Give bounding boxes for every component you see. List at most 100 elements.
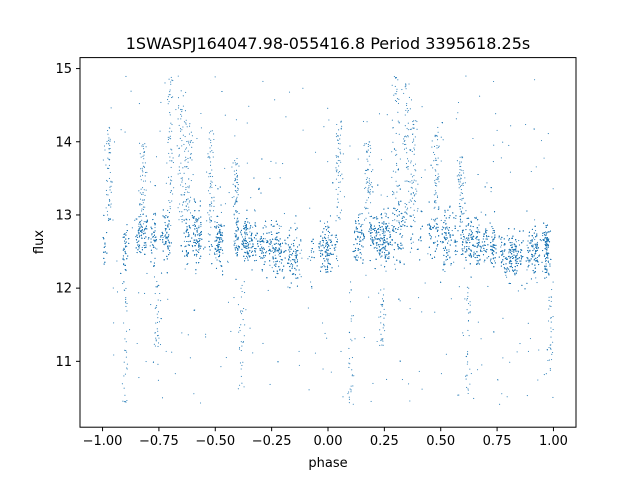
data-point [384, 212, 386, 214]
data-point [288, 229, 290, 231]
data-point [126, 245, 128, 247]
data-point [282, 163, 284, 165]
data-point [283, 213, 285, 215]
data-point [506, 235, 508, 237]
data-point [514, 268, 516, 271]
data-point [141, 246, 143, 248]
data-point [271, 267, 273, 269]
data-point [279, 261, 281, 263]
data-point [218, 260, 220, 262]
data-point [324, 245, 327, 247]
data-point [294, 222, 296, 224]
data-point [400, 228, 402, 230]
data-point [170, 224, 172, 227]
data-point [249, 243, 251, 245]
data-point [327, 252, 329, 254]
data-point [235, 240, 237, 242]
data-point [300, 249, 302, 251]
data-point [463, 248, 465, 250]
data-point [508, 252, 510, 254]
data-point [288, 246, 290, 248]
data-point [278, 251, 280, 253]
data-point [200, 226, 202, 228]
data-point [104, 245, 106, 247]
data-point [300, 240, 302, 242]
data-point [478, 241, 481, 243]
data-point [542, 235, 544, 237]
data-point [394, 268, 397, 270]
data-point [444, 270, 446, 273]
data-point [490, 191, 492, 193]
data-point [196, 239, 198, 241]
data-point [398, 223, 401, 225]
data-point [195, 234, 197, 236]
data-point [398, 220, 400, 222]
data-point [473, 251, 475, 253]
data-point [318, 249, 320, 251]
data-point [335, 246, 337, 248]
data-point [380, 256, 382, 258]
data-point [535, 277, 537, 279]
data-point [371, 228, 373, 230]
data-point [183, 240, 185, 242]
data-point [210, 226, 212, 228]
data-point [384, 234, 386, 236]
data-point [362, 223, 364, 225]
data-point [269, 264, 271, 266]
data-point [241, 234, 243, 236]
data-point [534, 219, 536, 221]
data-point [337, 265, 340, 267]
data-point [218, 224, 220, 226]
data-point [448, 249, 450, 251]
data-point [278, 225, 280, 227]
data-point [197, 250, 199, 252]
data-point [536, 282, 538, 284]
data-point [216, 253, 218, 255]
data-point [197, 229, 199, 231]
data-point [235, 233, 237, 235]
data-point [323, 265, 325, 267]
data-point [453, 261, 455, 263]
data-point [122, 257, 124, 259]
data-point [377, 218, 379, 220]
data-point [261, 270, 263, 272]
data-point [138, 225, 140, 227]
data-point [290, 260, 292, 262]
data-point [388, 227, 390, 229]
data-point [264, 238, 266, 240]
data-point [468, 246, 470, 248]
data-point [337, 259, 339, 262]
data-point [515, 241, 517, 243]
data-point [310, 259, 312, 261]
data-point [185, 231, 187, 233]
data-point [323, 222, 326, 224]
data-point [398, 226, 400, 229]
data-point [164, 230, 166, 232]
data-point [544, 238, 546, 240]
data-point [509, 171, 511, 173]
data-point [454, 251, 456, 253]
data-point [412, 241, 414, 243]
data-point [165, 224, 167, 226]
data-point [476, 239, 478, 241]
data-point [526, 269, 528, 271]
data-point [165, 237, 167, 239]
data-point [330, 252, 332, 254]
data-point [451, 234, 453, 236]
data-point [518, 258, 520, 260]
data-point [151, 236, 154, 238]
data-point [264, 224, 266, 227]
data-point [277, 240, 280, 242]
data-point [526, 244, 528, 246]
data-point [310, 251, 312, 253]
data-point [289, 251, 291, 253]
data-point [125, 231, 127, 234]
data-point [382, 228, 384, 230]
data-point [242, 225, 245, 227]
data-point [536, 241, 538, 244]
data-point [384, 227, 387, 229]
data-points [102, 75, 554, 405]
data-point [284, 242, 286, 244]
data-point [477, 229, 479, 231]
data-point [534, 238, 536, 241]
